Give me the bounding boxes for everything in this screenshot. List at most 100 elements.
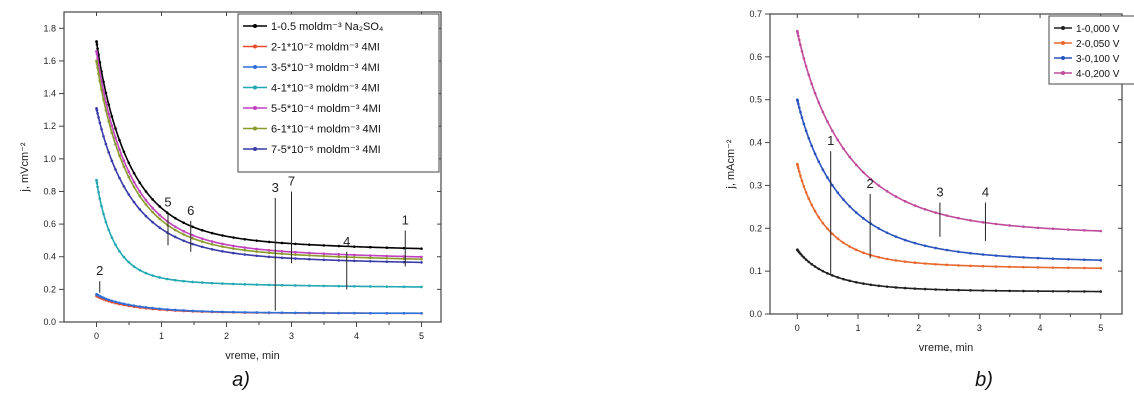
series-point — [836, 276, 840, 279]
series-point — [191, 242, 194, 246]
series-point — [98, 61, 102, 64]
series-point — [385, 254, 389, 258]
series-point — [994, 289, 998, 293]
series-point — [95, 43, 99, 46]
series-point — [280, 252, 284, 256]
series-point — [200, 281, 204, 284]
series-point — [232, 310, 235, 314]
series-point — [122, 302, 126, 306]
series-point — [826, 272, 829, 275]
series-point — [1067, 266, 1070, 270]
series-point — [221, 250, 224, 253]
series-point — [831, 183, 834, 187]
legend-entry: 1-0.5 moldm⁻³ Na₂SO₄ — [271, 21, 384, 33]
y-tick-label: 1.8 — [43, 23, 56, 33]
series-point — [855, 211, 858, 214]
series-point — [127, 175, 131, 179]
series-point — [210, 231, 214, 235]
series-point — [104, 108, 108, 112]
series-point — [232, 282, 235, 286]
series-point — [402, 255, 406, 258]
series-point — [322, 254, 326, 258]
series-point — [797, 106, 801, 109]
series-point — [96, 185, 99, 189]
series-point — [255, 250, 258, 253]
legend-entry: 4-1*10⁻³ moldm⁻³ 4MI — [271, 83, 380, 95]
series-point — [102, 89, 105, 93]
series-point — [110, 124, 114, 127]
x-tick-label: 3 — [289, 331, 294, 341]
series-point — [110, 159, 114, 163]
series-point — [402, 285, 406, 289]
series-point — [210, 243, 214, 246]
series-point — [826, 227, 829, 230]
legend-entry: 4-0,200 V — [1076, 69, 1120, 80]
series-point — [817, 101, 821, 104]
series-point — [138, 305, 142, 308]
series-point — [100, 127, 103, 131]
series-point — [802, 256, 806, 259]
series-point — [138, 181, 142, 185]
y-tick-label: 1.0 — [43, 154, 56, 164]
x-tick-label: 2 — [916, 323, 921, 333]
series-point — [368, 259, 372, 263]
series-point — [934, 246, 938, 250]
series-point — [210, 310, 214, 313]
series-point — [151, 220, 154, 224]
series-point — [243, 253, 247, 256]
series-point — [957, 250, 960, 254]
series-point — [132, 185, 136, 189]
series-point — [151, 210, 154, 214]
series-point — [95, 109, 99, 112]
series-point — [831, 232, 834, 236]
series-point — [848, 205, 851, 208]
series-point — [280, 283, 284, 287]
y-tick-label: 1.2 — [43, 121, 56, 131]
series-point — [1036, 289, 1040, 293]
series-point — [969, 264, 972, 268]
series-point — [95, 179, 98, 182]
series-point — [1099, 290, 1103, 293]
series-point — [813, 91, 817, 95]
series-point — [294, 242, 297, 246]
series-point — [210, 281, 214, 285]
series-point — [97, 116, 100, 119]
series-point — [1067, 228, 1070, 231]
series-point — [280, 256, 284, 260]
series-point — [191, 233, 194, 237]
y-tick-label: 0.2 — [749, 223, 762, 233]
series-point — [98, 79, 102, 83]
series-point — [158, 307, 161, 311]
series-point — [800, 254, 804, 257]
annotation-label: 2 — [867, 176, 874, 191]
series-point — [114, 300, 117, 304]
series-point — [1036, 256, 1040, 260]
series-point — [934, 262, 938, 266]
series-point — [894, 286, 898, 289]
x-tick-label: 0 — [94, 331, 99, 341]
series-point — [267, 255, 271, 259]
x-tick-label: 1 — [159, 331, 164, 341]
x-tick-label: 0 — [795, 323, 800, 333]
legend-marker — [1061, 56, 1065, 60]
series-point — [821, 221, 825, 225]
series-point — [1083, 290, 1086, 293]
series-point — [127, 170, 131, 173]
series-point — [1008, 224, 1011, 227]
annotation-label: 5 — [164, 195, 171, 210]
series-point — [151, 206, 154, 210]
series-point — [97, 72, 100, 76]
series-point — [848, 279, 851, 283]
series-point — [804, 258, 808, 261]
series-point — [191, 309, 194, 313]
series-point — [402, 257, 406, 261]
series-point — [100, 88, 103, 92]
series-point — [913, 241, 917, 245]
series-point — [903, 200, 907, 203]
series-point — [191, 225, 194, 229]
annotation-label: 6 — [187, 203, 194, 218]
series-point — [817, 160, 821, 164]
series-point — [420, 255, 423, 259]
x-tick-label: 5 — [419, 331, 424, 341]
